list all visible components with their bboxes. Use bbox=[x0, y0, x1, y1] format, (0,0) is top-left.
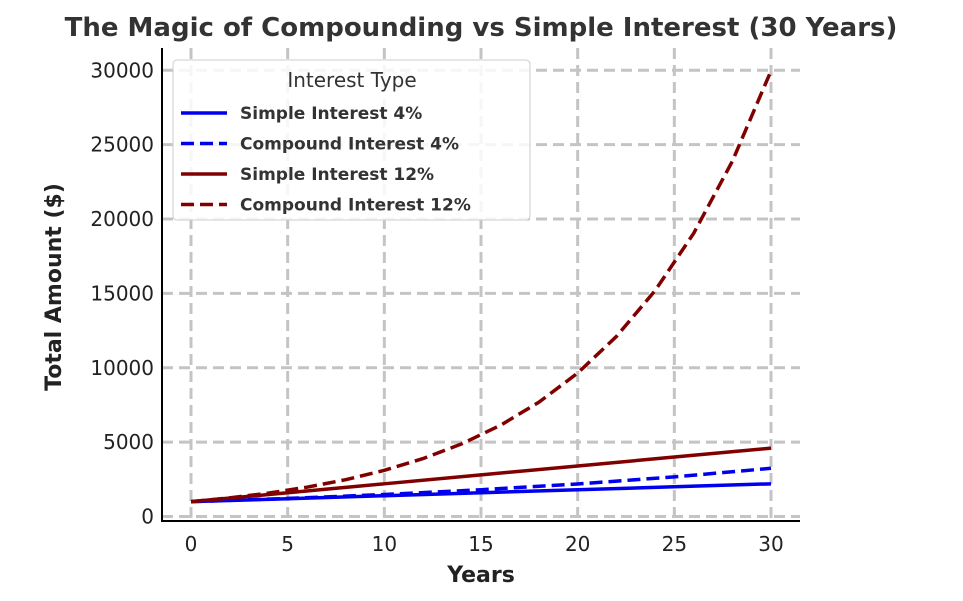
x-tick-label: 15 bbox=[468, 532, 493, 556]
legend-label: Compound Interest 12% bbox=[240, 196, 471, 216]
series-line-4 bbox=[190, 70, 773, 504]
y-tick-label: 10000 bbox=[90, 356, 154, 380]
ticks: 0 5 10 15 20 25 30 0 5000 10000 15000 20000 25000 300… bbox=[90, 58, 783, 556]
legend-items: Simple Interest 4% Compound Interest 4% Si… bbox=[181, 104, 471, 216]
x-tick-label: 0 bbox=[185, 532, 198, 556]
legend-box bbox=[172, 59, 531, 221]
series-line-3 bbox=[190, 446, 772, 504]
y-axis-label: Total Amount ($) bbox=[42, 183, 67, 391]
legend-label: Compound Interest 4% bbox=[240, 135, 459, 155]
axes bbox=[161, 48, 800, 522]
y-tick-label: 15000 bbox=[90, 281, 154, 305]
legend: Interest Type Simple Interest 4% Compound… bbox=[172, 59, 531, 221]
series-layer bbox=[190, 70, 773, 504]
x-tick-label: 30 bbox=[758, 532, 783, 556]
x-tick-label: 10 bbox=[372, 532, 397, 556]
legend-label: Simple Interest 4% bbox=[240, 104, 422, 124]
y-tick-label: 0 bbox=[141, 505, 154, 529]
x-axis-label: Years bbox=[446, 563, 515, 588]
chart-title: The Magic of Compounding vs Simple Inter… bbox=[65, 13, 898, 43]
legend-title: Interest Type bbox=[287, 68, 416, 92]
x-tick-label: 25 bbox=[662, 532, 687, 556]
x-tick-label: 20 bbox=[565, 532, 590, 556]
y-tick-label: 20000 bbox=[90, 207, 154, 231]
series-line-2 bbox=[190, 466, 772, 504]
legend-label: Simple Interest 12% bbox=[240, 165, 434, 185]
x-tick-label: 5 bbox=[281, 532, 294, 556]
y-tick-label: 25000 bbox=[90, 133, 154, 157]
y-tick-label: 5000 bbox=[103, 430, 154, 454]
y-tick-label: 30000 bbox=[90, 58, 154, 82]
